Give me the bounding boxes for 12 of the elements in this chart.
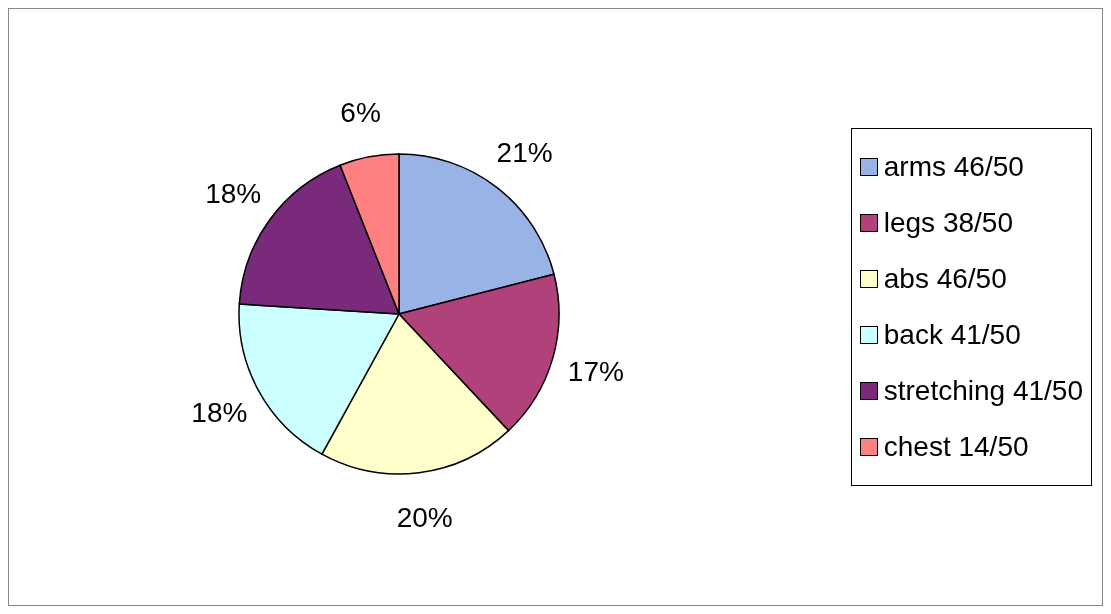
legend-label: chest 14/50 — [883, 431, 1029, 463]
data-label: 17% — [567, 355, 624, 387]
data-label: 18% — [205, 178, 262, 209]
data-label: 21% — [496, 136, 553, 168]
legend-label: abs 46/50 — [883, 263, 1007, 295]
data-label: 20% — [396, 501, 453, 533]
legend-label: legs 38/50 — [883, 207, 1013, 239]
legend-label: stretching 41/50 — [883, 375, 1083, 407]
legend-label: arms 46/50 — [883, 151, 1024, 183]
legend-label: back 41/50 — [883, 319, 1021, 351]
data-label: 18% — [191, 397, 248, 429]
data-label: 6% — [340, 97, 381, 129]
